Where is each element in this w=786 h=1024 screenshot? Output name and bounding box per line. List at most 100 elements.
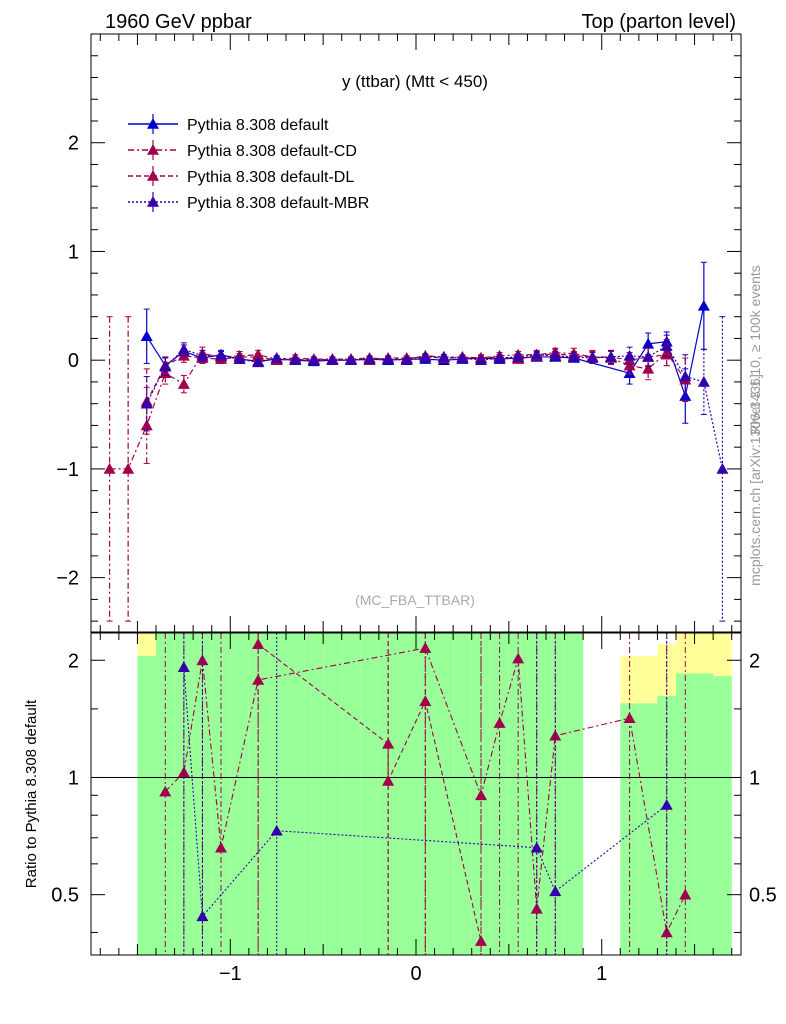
data-point — [215, 349, 227, 361]
data-point — [475, 354, 487, 365]
ratio-line — [183, 667, 668, 918]
data-point — [530, 348, 543, 360]
y-tick-label: 1 — [68, 241, 79, 263]
x-tick-label: 1 — [596, 963, 607, 985]
data-point — [326, 354, 339, 365]
analysis-watermark: (MC_FBA_TTBAR) — [355, 592, 475, 608]
main-plot-frame — [90, 33, 742, 633]
data-point — [660, 340, 673, 351]
data-point — [679, 370, 692, 382]
ratio-y-tick-label: 1 — [68, 767, 79, 789]
legend-marker — [147, 144, 159, 155]
data-point — [456, 352, 469, 363]
ratio-point — [679, 888, 692, 900]
legend-marker — [147, 170, 159, 181]
data-point — [642, 337, 655, 349]
ratio-point — [196, 654, 209, 666]
data-point — [233, 353, 246, 364]
green-band — [508, 633, 528, 955]
data-point — [493, 352, 506, 363]
ratio-point — [419, 642, 432, 653]
legend-label: Pythia 8.308 default-DL — [187, 169, 354, 186]
ratio-y-tick-label-right: 0.5 — [749, 885, 777, 907]
y-tick-label: −1 — [56, 459, 79, 481]
green-band — [397, 633, 416, 955]
ratio-point — [382, 774, 395, 786]
data-point — [716, 462, 729, 474]
data-point — [363, 353, 376, 364]
ratio-point — [252, 638, 265, 649]
series-line — [146, 353, 667, 402]
data-point — [307, 354, 320, 365]
green-band — [564, 633, 584, 955]
data-point — [140, 330, 153, 342]
data-point — [289, 354, 302, 365]
ratio-point — [159, 785, 172, 797]
data-point — [177, 343, 190, 355]
ratio-y-tick-label: 0.5 — [51, 885, 79, 907]
ratio-point — [660, 798, 673, 810]
data-point — [382, 353, 395, 364]
data-point — [103, 462, 116, 474]
ratio-point — [660, 926, 673, 938]
ratio-point — [493, 717, 506, 728]
green-band — [638, 703, 658, 955]
ratio-y-tick-label-right: 2 — [749, 650, 760, 672]
rivet-version-label: Rivet 3.1.10, ≥ 100k events — [747, 265, 763, 435]
series-line — [146, 345, 724, 470]
ratio-point — [530, 841, 543, 853]
ratio-point — [530, 902, 543, 914]
legend: Pythia 8.308 default Pythia 8.308 default… — [128, 114, 369, 212]
ratio-point — [215, 841, 227, 853]
header-left: 1960 GeV ppbar — [105, 11, 252, 33]
ratio-point — [549, 885, 562, 897]
green-band — [230, 633, 249, 955]
data-point — [270, 352, 283, 363]
data-point — [437, 350, 450, 362]
main-plot-axes: −2 −1 0 1 2 — [56, 34, 741, 632]
main-plot-series — [103, 261, 729, 622]
x-tick-label: −1 — [219, 963, 242, 985]
ratio-uncertainty-bands — [91, 633, 741, 955]
data-point — [642, 350, 655, 362]
legend-marker — [147, 118, 159, 129]
data-point — [567, 350, 580, 362]
ratio-plot-frame — [90, 632, 742, 956]
y-tick-label: 0 — [68, 350, 79, 372]
data-point — [605, 350, 617, 362]
data-point — [419, 350, 432, 362]
legend-marker — [147, 196, 159, 207]
series-line — [109, 351, 686, 470]
data-point — [252, 356, 265, 368]
main-plot-title: y (ttbar) (Mtt < 450) — [342, 72, 488, 91]
ratio-ylabel: Ratio to Pythia 8.308 default — [23, 699, 40, 888]
data-point — [697, 299, 710, 311]
ratio-plot-panel: 0.5 0.5 1 1 2 2 −1 0 1 Ratio to Pythia 8.308 def… — [23, 632, 777, 985]
y-tick-label: 2 — [68, 133, 79, 155]
green-band — [360, 633, 379, 955]
ratio-y-tick-label-right: 1 — [749, 767, 760, 789]
main-plot-panel: −2 −1 0 1 2 y (ttbar) (Mtt < 450) (MC_FBA_TT… — [56, 33, 742, 633]
data-point — [159, 360, 172, 372]
green-band — [286, 633, 305, 955]
ratio-point — [623, 712, 636, 723]
ratio-point — [196, 910, 209, 922]
mcplots-label: mcplots.cern.ch [arXiv:1306.3436] — [747, 374, 763, 586]
ratio-series — [159, 633, 692, 955]
data-point — [122, 462, 135, 474]
ratio-point — [475, 935, 487, 946]
green-band — [490, 633, 509, 955]
legend-label: Pythia 8.308 default-MBR — [187, 195, 369, 212]
data-point — [586, 352, 599, 363]
data-point — [512, 350, 525, 362]
ratio-y-tick-label: 2 — [68, 650, 79, 672]
ratio-plot-axes: 0.5 0.5 1 1 2 2 −1 0 1 — [51, 633, 777, 985]
data-point — [697, 375, 710, 387]
data-point — [400, 354, 413, 365]
ratio-line — [164, 647, 686, 935]
data-point — [140, 397, 153, 409]
x-tick-label: 0 — [410, 963, 421, 985]
green-band — [323, 633, 342, 955]
green-band — [341, 633, 361, 955]
header-right: Top (parton level) — [581, 11, 736, 33]
